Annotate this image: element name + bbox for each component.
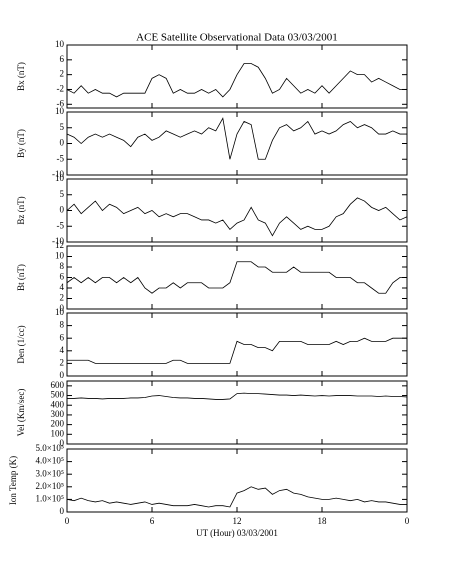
y-tick-label: 6	[60, 54, 65, 64]
trace	[66, 117, 407, 160]
y-tick-label: 10	[55, 251, 65, 261]
y-tick-label: -5	[57, 153, 65, 163]
y-axis-label: Vel (Km/sec)	[16, 389, 26, 437]
y-tick-label: 0	[60, 506, 65, 516]
x-tick-label: 18	[318, 516, 328, 526]
y-axis-label: Bz (nT)	[16, 196, 26, 224]
y-tick-label: 8	[60, 261, 65, 271]
y-tick-label: 0	[60, 138, 65, 148]
y-tick-label: -5	[57, 220, 65, 230]
y-tick-label: -10	[52, 169, 64, 179]
y-tick-label: 4	[60, 282, 65, 292]
y-tick-label: 2	[60, 69, 65, 79]
y-tick-label: 10	[55, 173, 65, 183]
trace	[66, 197, 408, 237]
trace	[66, 486, 407, 508]
y-tick-label: 1.0×10⁵	[36, 493, 64, 503]
y-tick-label: -10	[52, 236, 64, 246]
y-tick-label: 0	[60, 438, 65, 448]
y-tick-label: 400	[51, 399, 65, 409]
trace	[66, 261, 407, 294]
y-axis-label: Bx (nT)	[16, 62, 26, 91]
y-tick-label: 5	[60, 189, 65, 199]
y-tick-label: 300	[51, 409, 65, 419]
y-tick-label: 0	[60, 205, 65, 215]
y-tick-label: 6	[60, 272, 65, 282]
y-axis-label: Ion Temp (K)	[8, 456, 18, 505]
y-tick-label: 0	[60, 370, 65, 380]
y-tick-label: 100	[51, 428, 65, 438]
y-tick-label: 5	[60, 122, 65, 132]
x-tick-label: 0	[65, 516, 70, 526]
x-tick-label: 6	[150, 516, 155, 526]
trace	[67, 337, 407, 364]
y-tick-label: 6	[60, 332, 65, 342]
y-axis-label: Den (1/cc)	[16, 325, 26, 363]
trace	[66, 63, 407, 98]
x-tick-label: 0	[405, 516, 410, 526]
y-tick-label: 500	[51, 390, 65, 400]
x-tick-label: 12	[233, 516, 242, 526]
trace	[67, 392, 408, 400]
y-tick-label: -6	[57, 98, 65, 108]
y-axis-label: Bt (nT)	[16, 264, 26, 291]
y-tick-label: 5.0×10⁵	[36, 443, 64, 453]
y-axis-label: By (nT)	[16, 129, 26, 158]
y-tick-label: 4.0×10⁵	[36, 456, 64, 466]
y-tick-label: 10	[55, 106, 65, 116]
y-tick-label: 2.0×10⁵	[36, 481, 64, 491]
y-tick-label: 2	[60, 293, 65, 303]
x-axis-label: UT (Hour) 03/03/2001	[196, 528, 278, 538]
y-tick-label: 600	[51, 380, 65, 390]
y-tick-label: 200	[51, 419, 65, 429]
y-tick-label: 10	[55, 39, 65, 49]
chart-title: ACE Satellite Observational Data 03/03/2…	[136, 32, 338, 44]
y-tick-label: 0	[60, 303, 65, 313]
y-tick-label: 10	[55, 307, 65, 317]
y-tick-label: 4	[60, 345, 65, 355]
y-tick-label: 2	[60, 357, 65, 367]
y-tick-label: 12	[55, 240, 64, 250]
y-tick-label: -2	[57, 84, 65, 94]
y-tick-label: 8	[60, 320, 65, 330]
y-tick-label: 3.0×10⁵	[36, 468, 64, 478]
